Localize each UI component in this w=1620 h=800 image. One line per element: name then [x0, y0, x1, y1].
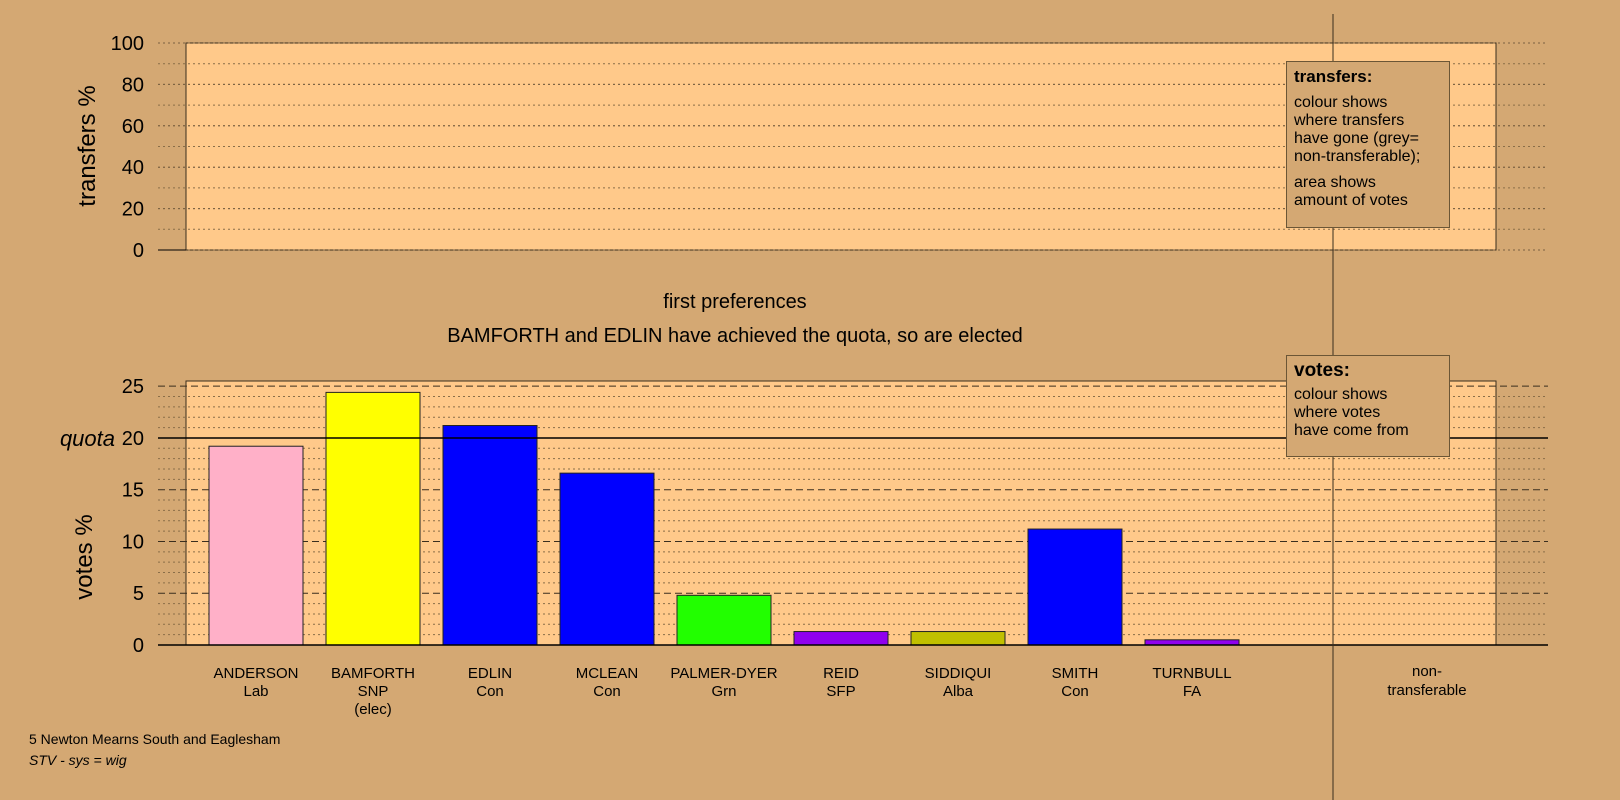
- transfers-y-tick-label: 20: [122, 199, 144, 221]
- quota-label: quota: [60, 426, 115, 451]
- candidate-party-label: SNP: [358, 683, 389, 700]
- candidate-name-label: PALMER-DYER: [670, 665, 777, 682]
- candidate-name-label: BAMFORTH: [331, 665, 415, 682]
- bar-smith: [1027, 528, 1123, 646]
- transfers-legend-line: non-transferable);: [1294, 148, 1421, 165]
- votes-y-tick-label: 25: [122, 376, 144, 398]
- votes-legend-line: have come from: [1294, 422, 1409, 439]
- transfers-legend: transfers: colour shows where transfers …: [1286, 61, 1450, 228]
- bar-reid: [793, 631, 889, 646]
- votes-y-tick-label: 10: [122, 531, 144, 553]
- votes-y-tick-label: 0: [133, 635, 144, 657]
- candidate-party-label: FA: [1183, 683, 1201, 700]
- votes-y-tick-label: 20: [122, 428, 144, 450]
- chart-headline: BAMFORTH and EDLIN have achieved the quo…: [447, 325, 1023, 347]
- votes-y-axis-label: votes %: [71, 514, 98, 599]
- nontransferable-label: transferable: [1387, 682, 1466, 699]
- transfers-legend-line: amount of votes: [1294, 192, 1408, 209]
- votes-y-tick-label: 15: [122, 480, 144, 502]
- transfers-legend-title: transfers:: [1294, 67, 1373, 86]
- candidate-party-label: Con: [476, 683, 504, 700]
- chart-subtitle: first preferences: [663, 291, 806, 313]
- candidate-name-label: TURNBULL: [1152, 665, 1231, 682]
- candidate-name-label: REID: [823, 665, 859, 682]
- candidate-name-label: EDLIN: [468, 665, 512, 682]
- votes-y-tick-label: 5: [133, 583, 144, 605]
- bar-bamforth: [325, 391, 421, 646]
- candidate-name-label: ANDERSON: [213, 665, 298, 682]
- transfers-y-tick-label: 100: [111, 33, 144, 55]
- bar-turnbull: [1144, 639, 1240, 646]
- nontransferable-label: non-: [1412, 663, 1442, 680]
- candidate-name-label: SMITH: [1052, 665, 1099, 682]
- candidate-party-label: Con: [593, 683, 621, 700]
- candidate-party-label: Grn: [711, 683, 736, 700]
- transfers-panel: 0 20 40 60 80 100 transfers %: [74, 33, 1548, 262]
- ward-name: 5 Newton Mearns South and Eaglesham: [29, 731, 281, 747]
- candidate-name-label: SIDDIQUI: [925, 665, 992, 682]
- candidate-name-label: MCLEAN: [576, 665, 639, 682]
- transfers-legend-line: colour shows: [1294, 94, 1388, 111]
- candidate-note-label: (elec): [354, 701, 392, 718]
- candidate-party-label: SFP: [826, 683, 855, 700]
- transfers-y-tick-label: 40: [122, 157, 144, 179]
- transfers-y-axis-label: transfers %: [74, 85, 101, 206]
- votes-legend: votes: colour shows where votes have com…: [1286, 355, 1450, 457]
- bar-mclean: [559, 472, 655, 646]
- bar-siddiqui: [910, 631, 1006, 646]
- bar-palmer-dyer: [676, 594, 772, 646]
- candidate-party-label: Alba: [943, 683, 974, 700]
- transfers-y-tick-label: 80: [122, 74, 144, 96]
- transfers-legend-line: area shows: [1294, 174, 1376, 191]
- transfers-y-tick-label: 0: [133, 240, 144, 262]
- transfers-y-tick-label: 60: [122, 116, 144, 138]
- system-note: STV - sys = wig: [29, 752, 127, 768]
- bar-anderson: [208, 445, 304, 646]
- transfers-legend-line: where transfers: [1294, 112, 1405, 129]
- candidate-party-label: Con: [1061, 683, 1089, 700]
- candidate-party-label: Lab: [243, 683, 268, 700]
- votes-legend-title: votes:: [1294, 360, 1350, 381]
- votes-legend-line: where votes: [1294, 404, 1381, 421]
- votes-legend-line: colour shows: [1294, 386, 1388, 403]
- bar-edlin: [442, 425, 538, 646]
- transfers-legend-line: have gone (grey=: [1294, 130, 1419, 147]
